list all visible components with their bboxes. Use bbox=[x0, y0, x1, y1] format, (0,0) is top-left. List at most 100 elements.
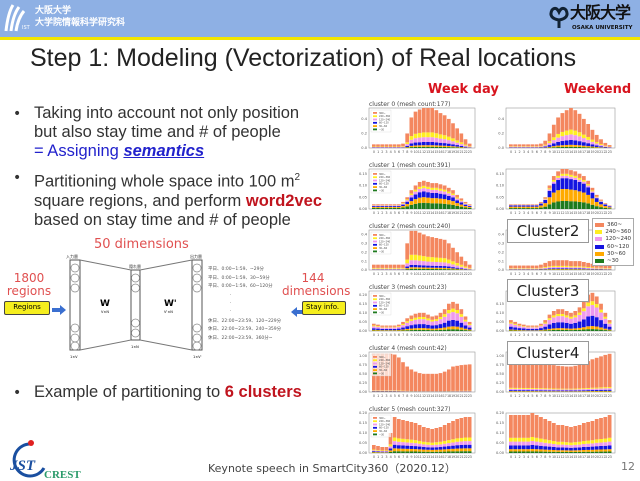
bar-segment bbox=[594, 134, 599, 142]
x-tick-label: 19 bbox=[451, 211, 455, 215]
bar-segment bbox=[577, 388, 582, 390]
bar-segment bbox=[438, 267, 443, 270]
bar-segment bbox=[384, 264, 389, 268]
x-tick-label: 17 bbox=[443, 455, 447, 459]
bar-segment bbox=[438, 188, 443, 191]
bar-segment bbox=[513, 321, 518, 324]
bar-segment bbox=[526, 268, 530, 269]
bar-segment bbox=[438, 319, 443, 325]
bar-segment bbox=[422, 447, 426, 450]
dept-name-line2: 大学院情報科学研究科 bbox=[35, 18, 126, 28]
bar-segment bbox=[455, 146, 459, 148]
bar-segment bbox=[521, 268, 526, 269]
bar-segment bbox=[577, 266, 582, 268]
bar-segment bbox=[422, 267, 426, 269]
x-tick-label: 9 bbox=[549, 211, 551, 215]
bar-segment bbox=[434, 319, 439, 321]
bar-segment bbox=[573, 447, 578, 451]
bar-segment bbox=[551, 137, 556, 141]
bar-segment bbox=[463, 325, 468, 329]
x-tick-label: 12 bbox=[561, 394, 565, 398]
bar-segment bbox=[413, 313, 418, 318]
bar-segment bbox=[426, 192, 430, 198]
bar-segment bbox=[513, 391, 518, 392]
bar-segment bbox=[543, 140, 548, 145]
bar-segment bbox=[547, 143, 552, 146]
bar-segment bbox=[517, 326, 522, 329]
bar-segment bbox=[392, 444, 397, 449]
bar-segment bbox=[594, 264, 599, 268]
mini-legend-label: 30~60 bbox=[379, 186, 388, 189]
x-tick-label: 8 bbox=[406, 394, 408, 398]
bar-segment bbox=[413, 199, 418, 204]
bar-segment bbox=[442, 239, 447, 259]
bar-segment bbox=[543, 419, 548, 440]
bar-segment bbox=[405, 146, 409, 148]
bar-segment bbox=[573, 315, 578, 318]
bar-segment bbox=[455, 265, 459, 268]
bar-segment bbox=[463, 144, 468, 146]
bar-segment bbox=[434, 110, 439, 134]
bar-segment bbox=[547, 449, 552, 452]
bar-segment bbox=[405, 133, 409, 143]
ist-logo-text: IST bbox=[22, 25, 30, 31]
bar-segment bbox=[607, 265, 612, 269]
bar-segment bbox=[384, 204, 389, 206]
bar-segment bbox=[405, 322, 409, 327]
bar-segment bbox=[413, 145, 418, 147]
bar-segment bbox=[509, 205, 513, 207]
bar-segment bbox=[422, 261, 426, 266]
bar-segment bbox=[551, 323, 556, 329]
bar-segment bbox=[551, 192, 556, 203]
x-tick-label: 11 bbox=[556, 272, 560, 276]
bar-segment bbox=[434, 133, 439, 138]
bar-segment bbox=[442, 145, 447, 148]
bar-segment bbox=[434, 325, 439, 329]
bar-segment bbox=[426, 451, 430, 453]
bar-segment bbox=[434, 146, 439, 148]
bar-segment bbox=[463, 139, 468, 145]
bar-segment bbox=[426, 256, 430, 262]
bar-segment bbox=[376, 205, 380, 207]
bar-segment bbox=[513, 451, 518, 453]
x-tick-label: 7 bbox=[402, 272, 404, 276]
x-tick-label: 12 bbox=[422, 455, 426, 459]
bar-segment bbox=[586, 326, 591, 330]
bar-segment bbox=[451, 141, 455, 145]
x-tick-label: 10 bbox=[414, 272, 418, 276]
bar-segment bbox=[438, 113, 443, 135]
x-tick-label: 5 bbox=[531, 211, 533, 215]
bar-segment bbox=[438, 444, 443, 448]
bar-segment bbox=[434, 444, 439, 448]
bar-segment bbox=[603, 142, 608, 146]
input-unit: regions bbox=[6, 284, 52, 298]
bar-segment bbox=[551, 328, 556, 330]
bar-segment bbox=[509, 144, 513, 147]
output-item: 平日、0:00~1:59、30~59分 bbox=[208, 275, 270, 281]
bar-segment bbox=[422, 312, 426, 317]
x-tick-label: 10 bbox=[552, 150, 556, 154]
bar-segment bbox=[417, 440, 422, 444]
bar-segment bbox=[451, 451, 455, 453]
bar-segment bbox=[434, 320, 439, 326]
bar-segment bbox=[586, 390, 591, 392]
bar-segment bbox=[577, 173, 582, 178]
bar-segment bbox=[599, 388, 603, 390]
x-tick-label: 4 bbox=[390, 333, 392, 337]
bar-segment bbox=[577, 314, 582, 322]
y-tick-label: 0.05 bbox=[496, 195, 504, 199]
bar-segment bbox=[447, 259, 451, 264]
bar-segment bbox=[534, 437, 539, 442]
y-tick-label: 0.25 bbox=[496, 381, 504, 385]
bar-segment bbox=[434, 315, 439, 320]
bullet-partitioning: Partitioning whole space into 100 m2 squ… bbox=[34, 168, 334, 230]
y-tick-label: 0.4 bbox=[361, 117, 367, 121]
bullet-semantics: Taking into account not only position bu… bbox=[34, 104, 334, 161]
mini-legend-label: 60~120 bbox=[379, 366, 389, 369]
mini-legend-swatch bbox=[373, 243, 377, 246]
bar-segment bbox=[417, 267, 422, 269]
bar-segment bbox=[422, 202, 426, 209]
bar-segment bbox=[556, 180, 560, 191]
x-tick-label: 16 bbox=[439, 455, 443, 459]
